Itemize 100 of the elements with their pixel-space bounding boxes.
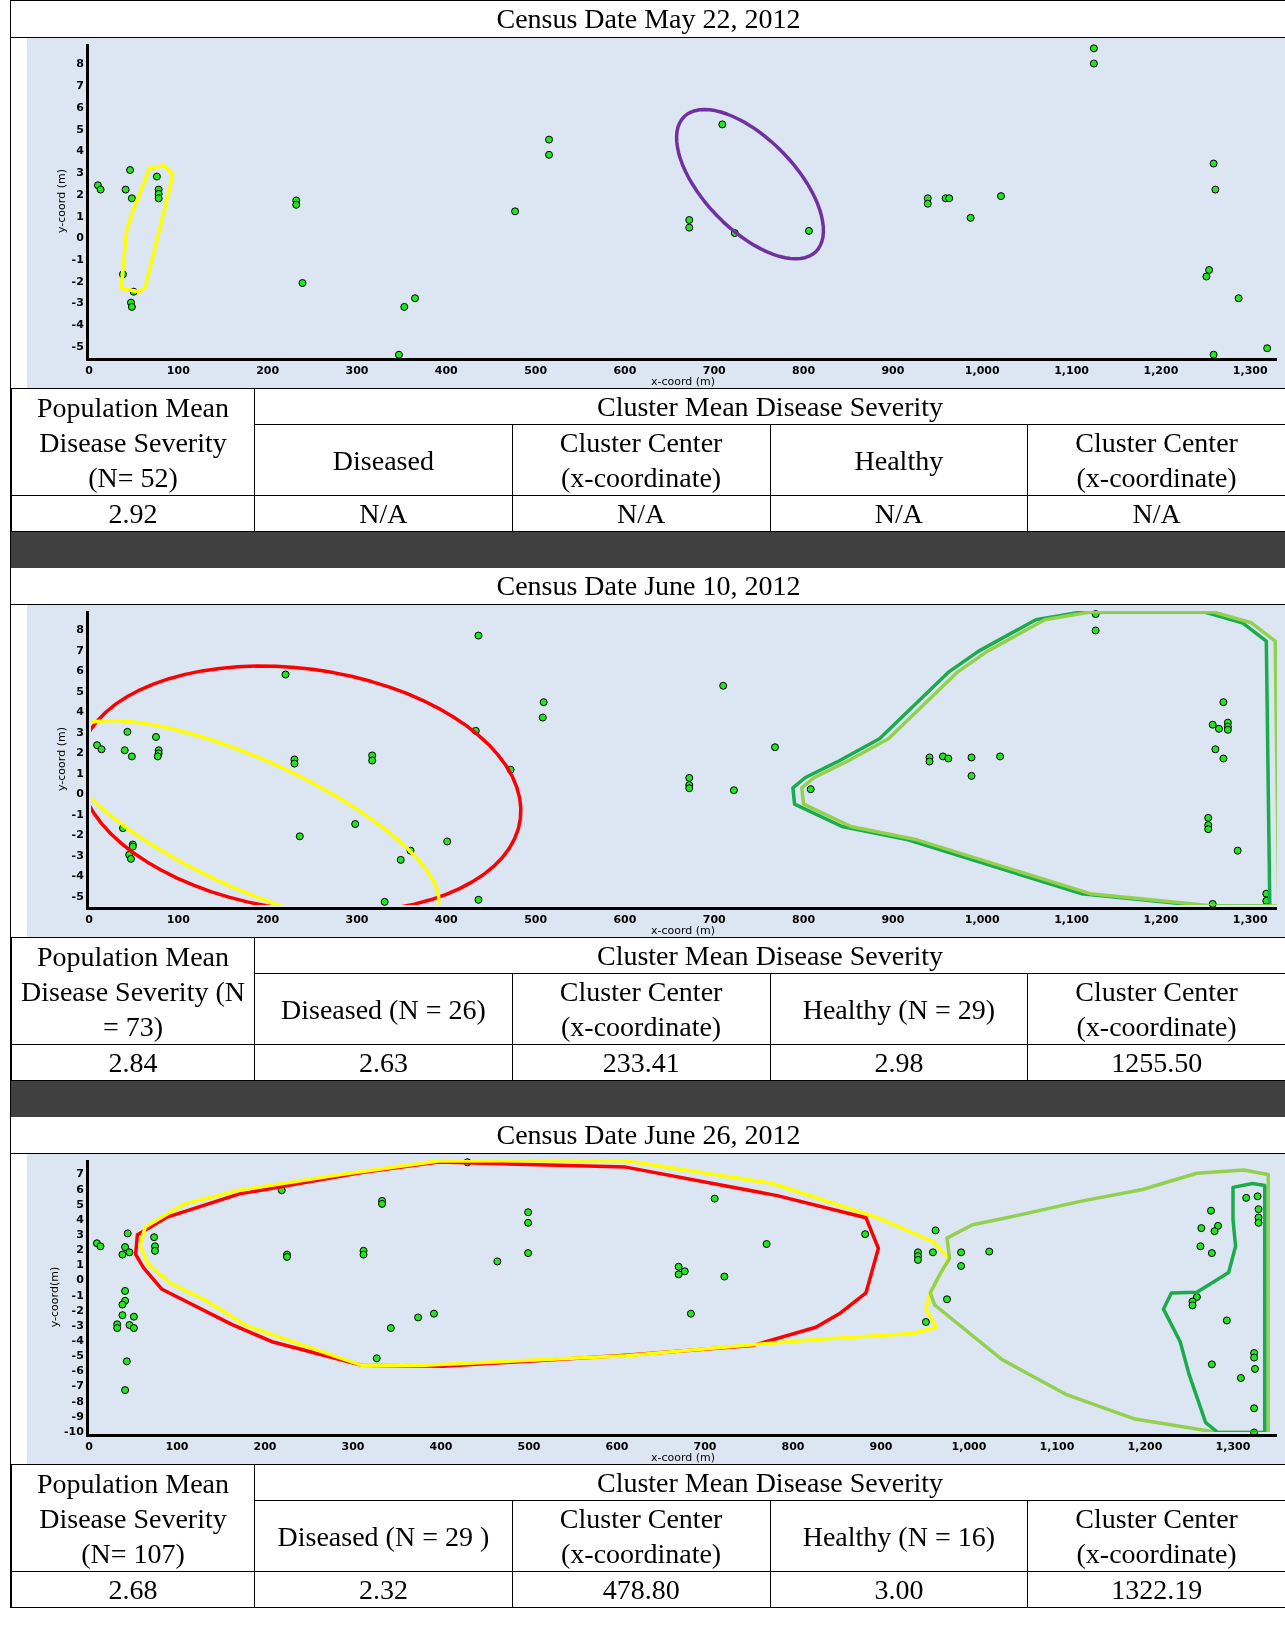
- x-tick-label: 600: [605, 1440, 629, 1454]
- text: 2.68: [108, 1574, 158, 1605]
- x-tick-label: 100: [165, 1440, 189, 1454]
- y-tick-label: 5: [76, 1197, 84, 1211]
- y-tick-label: 8: [76, 57, 84, 71]
- y-tick-label: 4: [76, 705, 85, 719]
- y-tick-label: -3: [71, 1318, 84, 1332]
- y-tick-label: -4: [71, 869, 85, 883]
- y-tick-label: 6: [76, 100, 85, 114]
- text: Population Mean Disease Severity (N= 52): [36, 391, 230, 493]
- x-tick-label: 200: [256, 364, 280, 378]
- x-tick-label: 800: [792, 913, 816, 927]
- text: Cluster Center (x-coordinate): [559, 1503, 723, 1569]
- x-tick-label: 1,300: [1232, 364, 1268, 378]
- x-axis-title: x-coord (m): [650, 924, 716, 937]
- x-tick-label: 200: [253, 1440, 277, 1454]
- text: Population Mean Disease Severity (N = 73): [21, 940, 245, 1042]
- y-axis-title: y-coord (m): [55, 169, 69, 233]
- x-tick-label: 100: [166, 913, 191, 927]
- y-tick-label: -5: [71, 1349, 84, 1363]
- x-tick-label: 900: [881, 913, 905, 927]
- x-tick-label: 300: [345, 913, 369, 927]
- y-tick-label: -8: [71, 1394, 84, 1408]
- x-tick-label: 1,200: [1127, 1440, 1163, 1454]
- y-tick-label: 1: [76, 766, 84, 780]
- text: Cluster Center (x-coordinate): [1075, 976, 1238, 1042]
- x-tick-label: 700: [702, 364, 727, 378]
- y-tick-label: 7: [76, 643, 84, 657]
- x-tick-label: 100: [166, 364, 191, 378]
- y-tick-label: -5: [71, 339, 84, 353]
- y-tick-label: 3: [76, 166, 84, 180]
- x-tick-label: 500: [517, 1440, 541, 1454]
- text: Diseased (N = 29 ): [277, 1520, 490, 1552]
- text: Cluster Center (x-coordinate): [559, 427, 723, 493]
- x-axis-title: x-coord (m): [650, 1451, 716, 1464]
- text: 3.00: [874, 1574, 924, 1605]
- y-tick-label: -2: [71, 1303, 84, 1317]
- x-tick-label: 800: [792, 364, 816, 378]
- text: Healthy (N = 16): [802, 1520, 996, 1552]
- text: Healthy: [854, 444, 944, 476]
- text: Population Mean Disease Severity (N= 107): [36, 1467, 230, 1569]
- y-tick-label: 0: [76, 787, 85, 801]
- x-tick-label: 600: [613, 913, 637, 927]
- x-tick-label: 700: [702, 913, 727, 927]
- x-tick-label: 300: [341, 1440, 365, 1454]
- y-tick-label: -3: [71, 296, 84, 310]
- text: Cluster Center (x-coordinate): [1075, 427, 1238, 493]
- y-tick-label: 5: [76, 122, 84, 136]
- chart-title: Census Date May 22, 2012: [11, 1, 1285, 38]
- x-tick-label: 300: [345, 364, 369, 378]
- text: Healthy (N = 29): [802, 993, 996, 1025]
- x-tick-label: 1,200: [1143, 364, 1179, 378]
- x-tick-label: 1,000: [964, 364, 1000, 378]
- y-tick-label: 4: [76, 144, 85, 158]
- text: 2.92: [108, 498, 158, 529]
- y-tick-label: 8: [76, 623, 84, 637]
- y-tick-label: 2: [76, 1243, 84, 1257]
- text: N/A: [874, 498, 923, 529]
- text: 2.98: [874, 1047, 924, 1078]
- x-tick-label: 500: [524, 913, 548, 927]
- y-tick-label: -5: [71, 889, 84, 903]
- x-tick-label: 1,000: [964, 913, 1000, 927]
- text: 1322.19: [1111, 1574, 1203, 1605]
- x-tick-label: 1,300: [1215, 1440, 1251, 1454]
- x-tick-label: 200: [256, 913, 280, 927]
- x-tick-label: 400: [429, 1440, 453, 1454]
- y-axis-title: y-coord (m): [55, 727, 69, 791]
- text: 2.63: [358, 1047, 408, 1078]
- y-tick-label: 7: [76, 1167, 84, 1181]
- text: Diseased (N = 26): [281, 993, 486, 1025]
- x-tick-label: 1,100: [1039, 1440, 1075, 1454]
- x-tick-label: 700: [693, 1440, 717, 1454]
- text: Cluster Center (x-coordinate): [1075, 1503, 1238, 1569]
- x-tick-label: 600: [613, 364, 637, 378]
- y-tick-label: -9: [71, 1409, 84, 1423]
- text: Cluster Mean Disease Severity: [596, 940, 944, 971]
- y-tick-label: -1: [71, 1288, 84, 1302]
- x-tick-label: 1,000: [951, 1440, 987, 1454]
- chart-title: Census Date June 26, 2012: [11, 1117, 1285, 1154]
- y-tick-label: 2: [76, 187, 84, 201]
- y-tick-label: -1: [71, 252, 84, 266]
- y-tick-label: 2: [76, 746, 84, 760]
- text: N/A: [1132, 498, 1181, 529]
- y-tick-label: 0: [76, 1273, 85, 1287]
- y-tick-label: 1: [76, 1258, 84, 1272]
- x-tick-label: 1,100: [1054, 913, 1090, 927]
- x-tick-label: 1,200: [1143, 913, 1179, 927]
- y-tick-label: 5: [76, 684, 84, 698]
- x-tick-label: 900: [869, 1440, 893, 1454]
- text: N/A: [359, 498, 408, 529]
- x-tick-label: 1,100: [1054, 364, 1090, 378]
- text: 233.41: [602, 1047, 680, 1078]
- y-tick-label: -7: [71, 1379, 84, 1393]
- y-tick-label: -4: [71, 1333, 85, 1347]
- y-tick-label: -4: [71, 318, 85, 332]
- y-tick-label: 7: [76, 79, 84, 93]
- text: N/A: [617, 498, 666, 529]
- text: 478.80: [602, 1574, 680, 1605]
- text: Diseased: [332, 444, 434, 476]
- text: Cluster Mean Disease Severity: [596, 1467, 944, 1498]
